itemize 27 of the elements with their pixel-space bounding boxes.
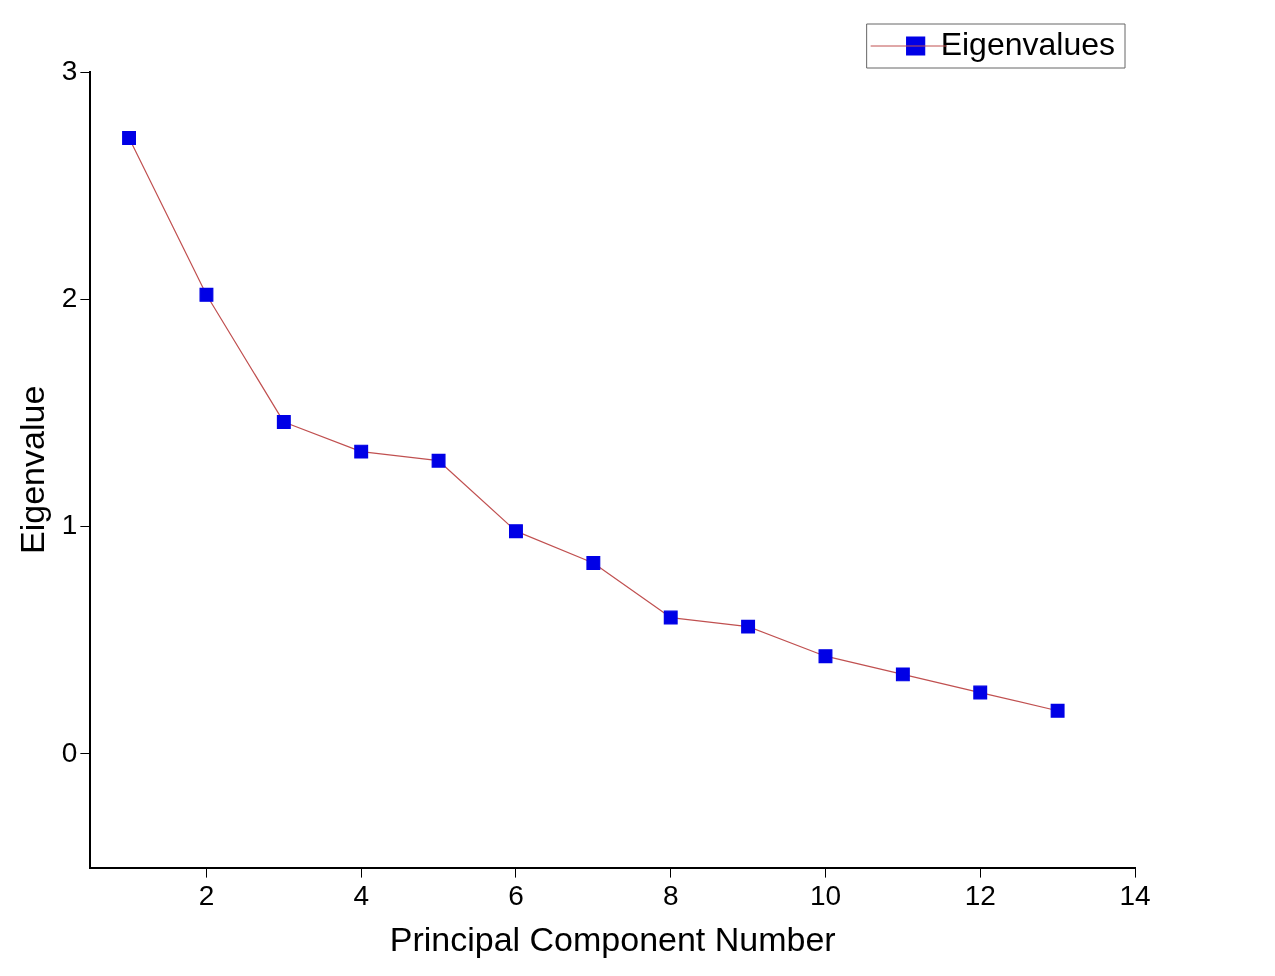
y-axis-title: Eigenvalue xyxy=(12,385,51,554)
point xyxy=(586,556,601,570)
y-tick-label: 1 xyxy=(61,509,78,541)
x-tick-label: 4 xyxy=(353,880,369,912)
legend-label: Eigenvalues xyxy=(940,25,1115,62)
y-tick-label: 3 xyxy=(61,54,78,86)
x-tick-label: 2 xyxy=(198,880,215,912)
x-tick-label: 8 xyxy=(662,880,679,912)
point xyxy=(431,453,446,468)
point xyxy=(895,667,910,682)
point xyxy=(663,610,678,625)
y-tick-label: 2 xyxy=(61,282,78,314)
point xyxy=(818,649,833,664)
point xyxy=(354,444,369,459)
point xyxy=(509,524,523,539)
point xyxy=(741,619,756,634)
point xyxy=(1050,703,1065,718)
x-tick-label: 12 xyxy=(964,880,996,912)
x-tick-label: 10 xyxy=(809,880,842,912)
point xyxy=(973,685,988,700)
x-tick-label: 14 xyxy=(1119,880,1151,912)
y-tick-label: 0 xyxy=(61,736,78,768)
x-tick-label: 6 xyxy=(508,880,524,912)
point xyxy=(122,130,137,145)
point xyxy=(276,415,291,430)
point xyxy=(199,287,214,302)
x-axis-title: Principal Component Number xyxy=(389,919,836,958)
